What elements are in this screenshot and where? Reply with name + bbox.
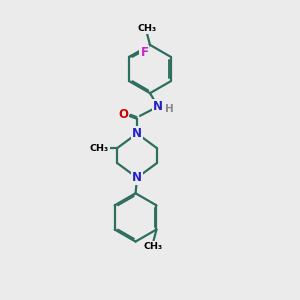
Text: N: N xyxy=(132,127,142,140)
Text: O: O xyxy=(118,108,128,121)
Text: CH₃: CH₃ xyxy=(144,242,163,251)
Text: H: H xyxy=(165,104,174,114)
Text: N: N xyxy=(153,100,163,113)
Text: N: N xyxy=(132,171,142,184)
Text: F: F xyxy=(140,46,148,59)
Text: CH₃: CH₃ xyxy=(137,24,157,33)
Text: CH₃: CH₃ xyxy=(90,144,109,153)
